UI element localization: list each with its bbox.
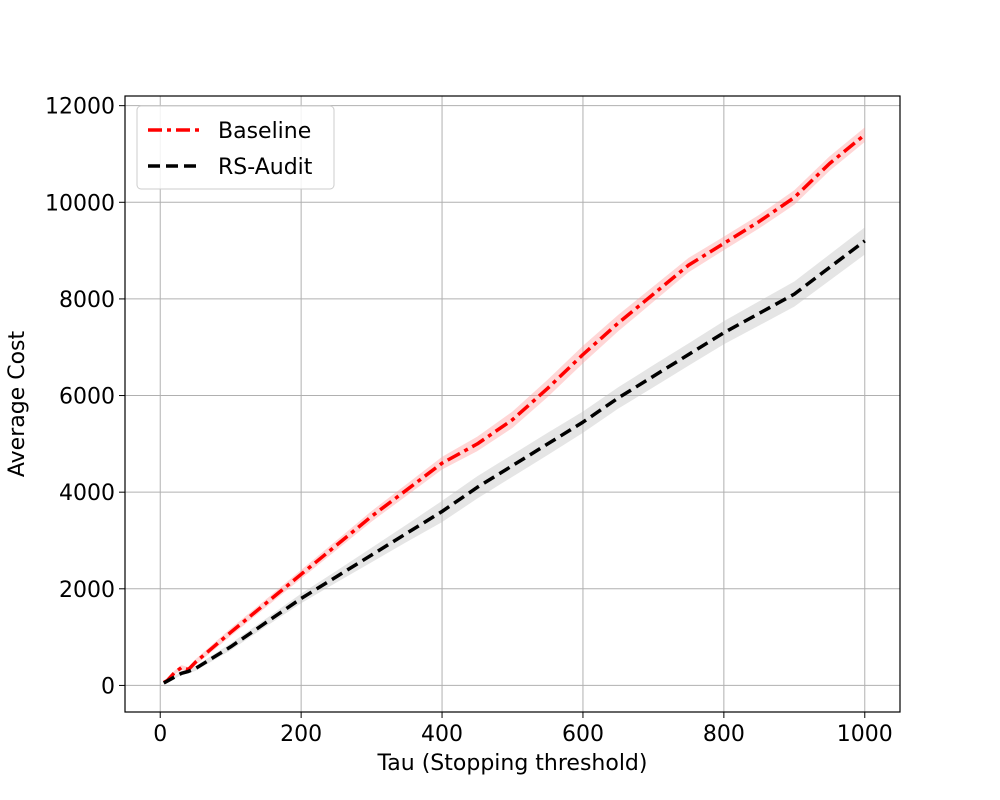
x-tick-label: 400: [421, 722, 463, 747]
y-tick-label: 10000: [45, 191, 115, 216]
x-tick-label: 200: [280, 722, 322, 747]
series-band-rs-audit: [163, 227, 865, 684]
legend-label-baseline: Baseline: [218, 119, 311, 144]
x-axis-label: Tau (Stopping threshold): [377, 751, 648, 776]
y-tick-label: 4000: [59, 481, 115, 506]
x-tick-label: 600: [562, 722, 604, 747]
legend-label-rs-audit: RS-Audit: [218, 155, 313, 180]
y-tick-label: 12000: [45, 95, 115, 120]
plot-area-frame: [124, 95, 901, 713]
line-layer: [162, 133, 866, 685]
y-tick-label: 8000: [59, 288, 115, 313]
tick-layer: 0 200 400 600 800 100002000400060008000100001…: [45, 95, 893, 747]
x-tick-label: 0: [153, 722, 167, 747]
y-tick-label: 2000: [59, 578, 115, 603]
series-line-rs-audit: [162, 239, 866, 685]
grid-layer: [125, 96, 900, 712]
y-axis-label: Average Cost: [5, 331, 30, 478]
legend-frame: [136, 105, 335, 190]
x-tick-label: 1000: [837, 722, 893, 747]
y-tick-label: 0: [101, 674, 115, 699]
y-tick-label: 6000: [59, 385, 115, 410]
legend: Baseline RS-Audit: [136, 105, 335, 190]
series-line-baseline: [162, 133, 866, 685]
x-tick-label: 800: [703, 722, 745, 747]
